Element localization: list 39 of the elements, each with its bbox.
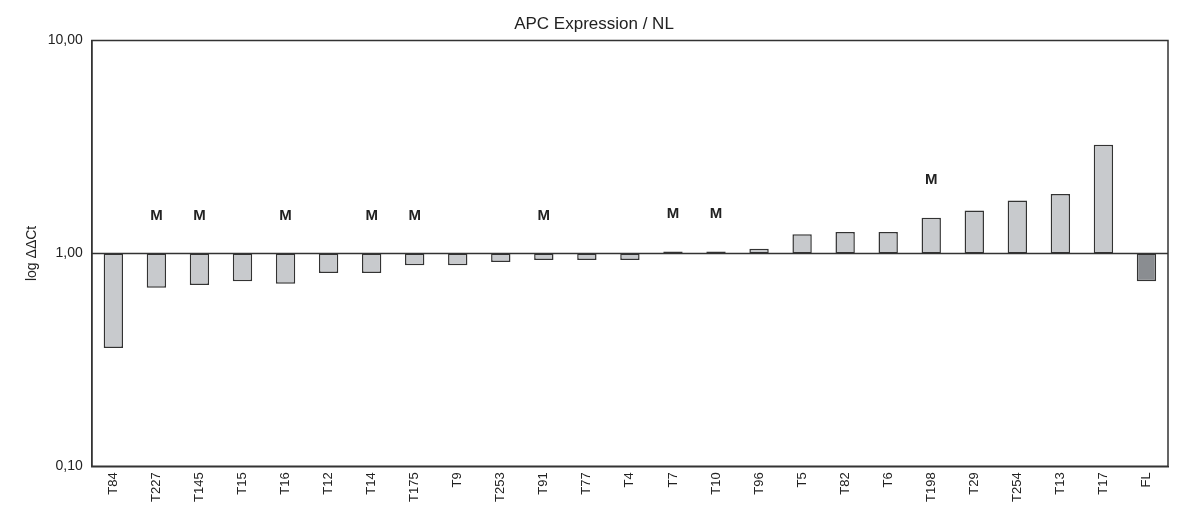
x-tick-label: T254 <box>1008 472 1024 503</box>
data-label: M <box>924 169 938 187</box>
x-tick-label: T96 <box>750 472 766 495</box>
data-label: M <box>408 205 421 223</box>
x-tick-label: T9 <box>449 472 465 488</box>
x-tick-label: T17 <box>1095 472 1111 495</box>
data-label: M <box>709 203 723 221</box>
x-tick-label: T16 <box>277 472 293 495</box>
data-label: M <box>193 205 206 223</box>
y-axis-title: log ΔΔCt <box>23 225 40 282</box>
x-tick-label: T198 <box>922 472 938 503</box>
x-tick-label: T13 <box>1051 472 1067 495</box>
data-label: M <box>365 205 378 223</box>
y-tick-label: 0,10 <box>55 457 84 474</box>
x-tick-label: T145 <box>191 472 207 503</box>
data-label: M <box>537 205 551 223</box>
x-tick-label: T15 <box>234 472 250 495</box>
x-tick-label: T91 <box>535 472 551 495</box>
data-label: M <box>279 205 292 223</box>
x-tick-label: FL <box>1138 472 1154 488</box>
y-tick-label: 10,00 <box>47 31 84 48</box>
x-tick-label: T4 <box>621 472 637 488</box>
x-tick-label: T227 <box>147 472 163 503</box>
x-tick-label: T6 <box>879 472 895 488</box>
x-tick-label: T77 <box>578 472 594 495</box>
x-tick-label: T175 <box>406 472 422 503</box>
x-tick-label: T253 <box>492 472 508 503</box>
chart-title: APC Expression / NL <box>514 13 674 33</box>
x-tick-label: T7 <box>664 472 680 488</box>
data-label: M <box>666 203 680 221</box>
x-tick-label: T12 <box>320 472 336 495</box>
x-tick-label: T5 <box>793 472 809 488</box>
y-tick-label: 1,00 <box>55 244 84 261</box>
data-label: M <box>150 205 163 223</box>
x-tick-label: T29 <box>965 472 981 495</box>
x-tick-label: T10 <box>707 472 723 495</box>
x-tick-label: T14 <box>363 472 379 495</box>
x-tick-label: T84 <box>104 472 120 495</box>
x-tick-label: T82 <box>836 472 852 495</box>
